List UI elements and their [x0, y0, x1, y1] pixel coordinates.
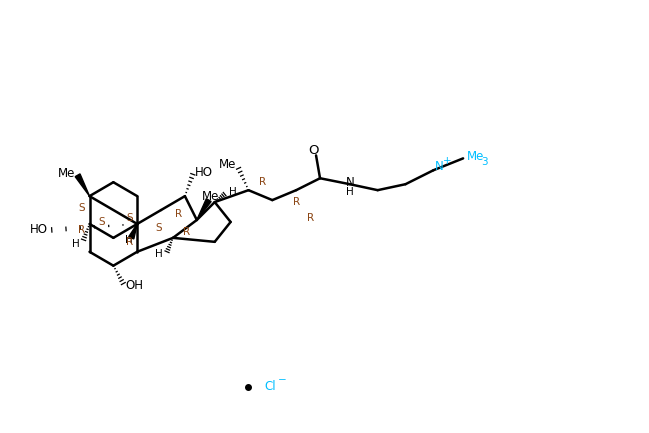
Text: HO: HO	[195, 166, 213, 179]
Text: Me: Me	[467, 150, 484, 163]
Polygon shape	[197, 199, 211, 220]
Text: Cl: Cl	[264, 381, 276, 394]
Text: R: R	[183, 227, 190, 237]
Text: S: S	[126, 213, 132, 223]
Text: H: H	[155, 249, 163, 259]
Text: N: N	[435, 160, 444, 173]
Text: S: S	[79, 203, 85, 213]
Text: R: R	[175, 209, 182, 219]
Text: R: R	[126, 237, 133, 247]
Text: Me: Me	[202, 190, 219, 203]
Text: H: H	[125, 235, 133, 245]
Text: O: O	[308, 144, 318, 157]
Text: H: H	[72, 239, 80, 249]
Polygon shape	[129, 224, 137, 239]
Text: R: R	[293, 197, 300, 207]
Polygon shape	[75, 174, 90, 196]
Text: R: R	[78, 225, 85, 235]
Text: HO: HO	[30, 223, 48, 236]
Text: H: H	[346, 187, 354, 197]
Text: OH: OH	[125, 279, 143, 292]
Text: H: H	[228, 187, 236, 197]
Text: Me: Me	[58, 167, 75, 180]
Text: −: −	[278, 375, 287, 385]
Text: +: +	[443, 156, 452, 166]
Text: S: S	[156, 223, 162, 233]
Text: R: R	[306, 213, 313, 223]
Text: Me: Me	[219, 158, 237, 171]
Text: S: S	[98, 217, 104, 227]
Text: N: N	[345, 176, 354, 189]
Text: R: R	[259, 177, 266, 187]
Text: 3: 3	[481, 157, 487, 167]
